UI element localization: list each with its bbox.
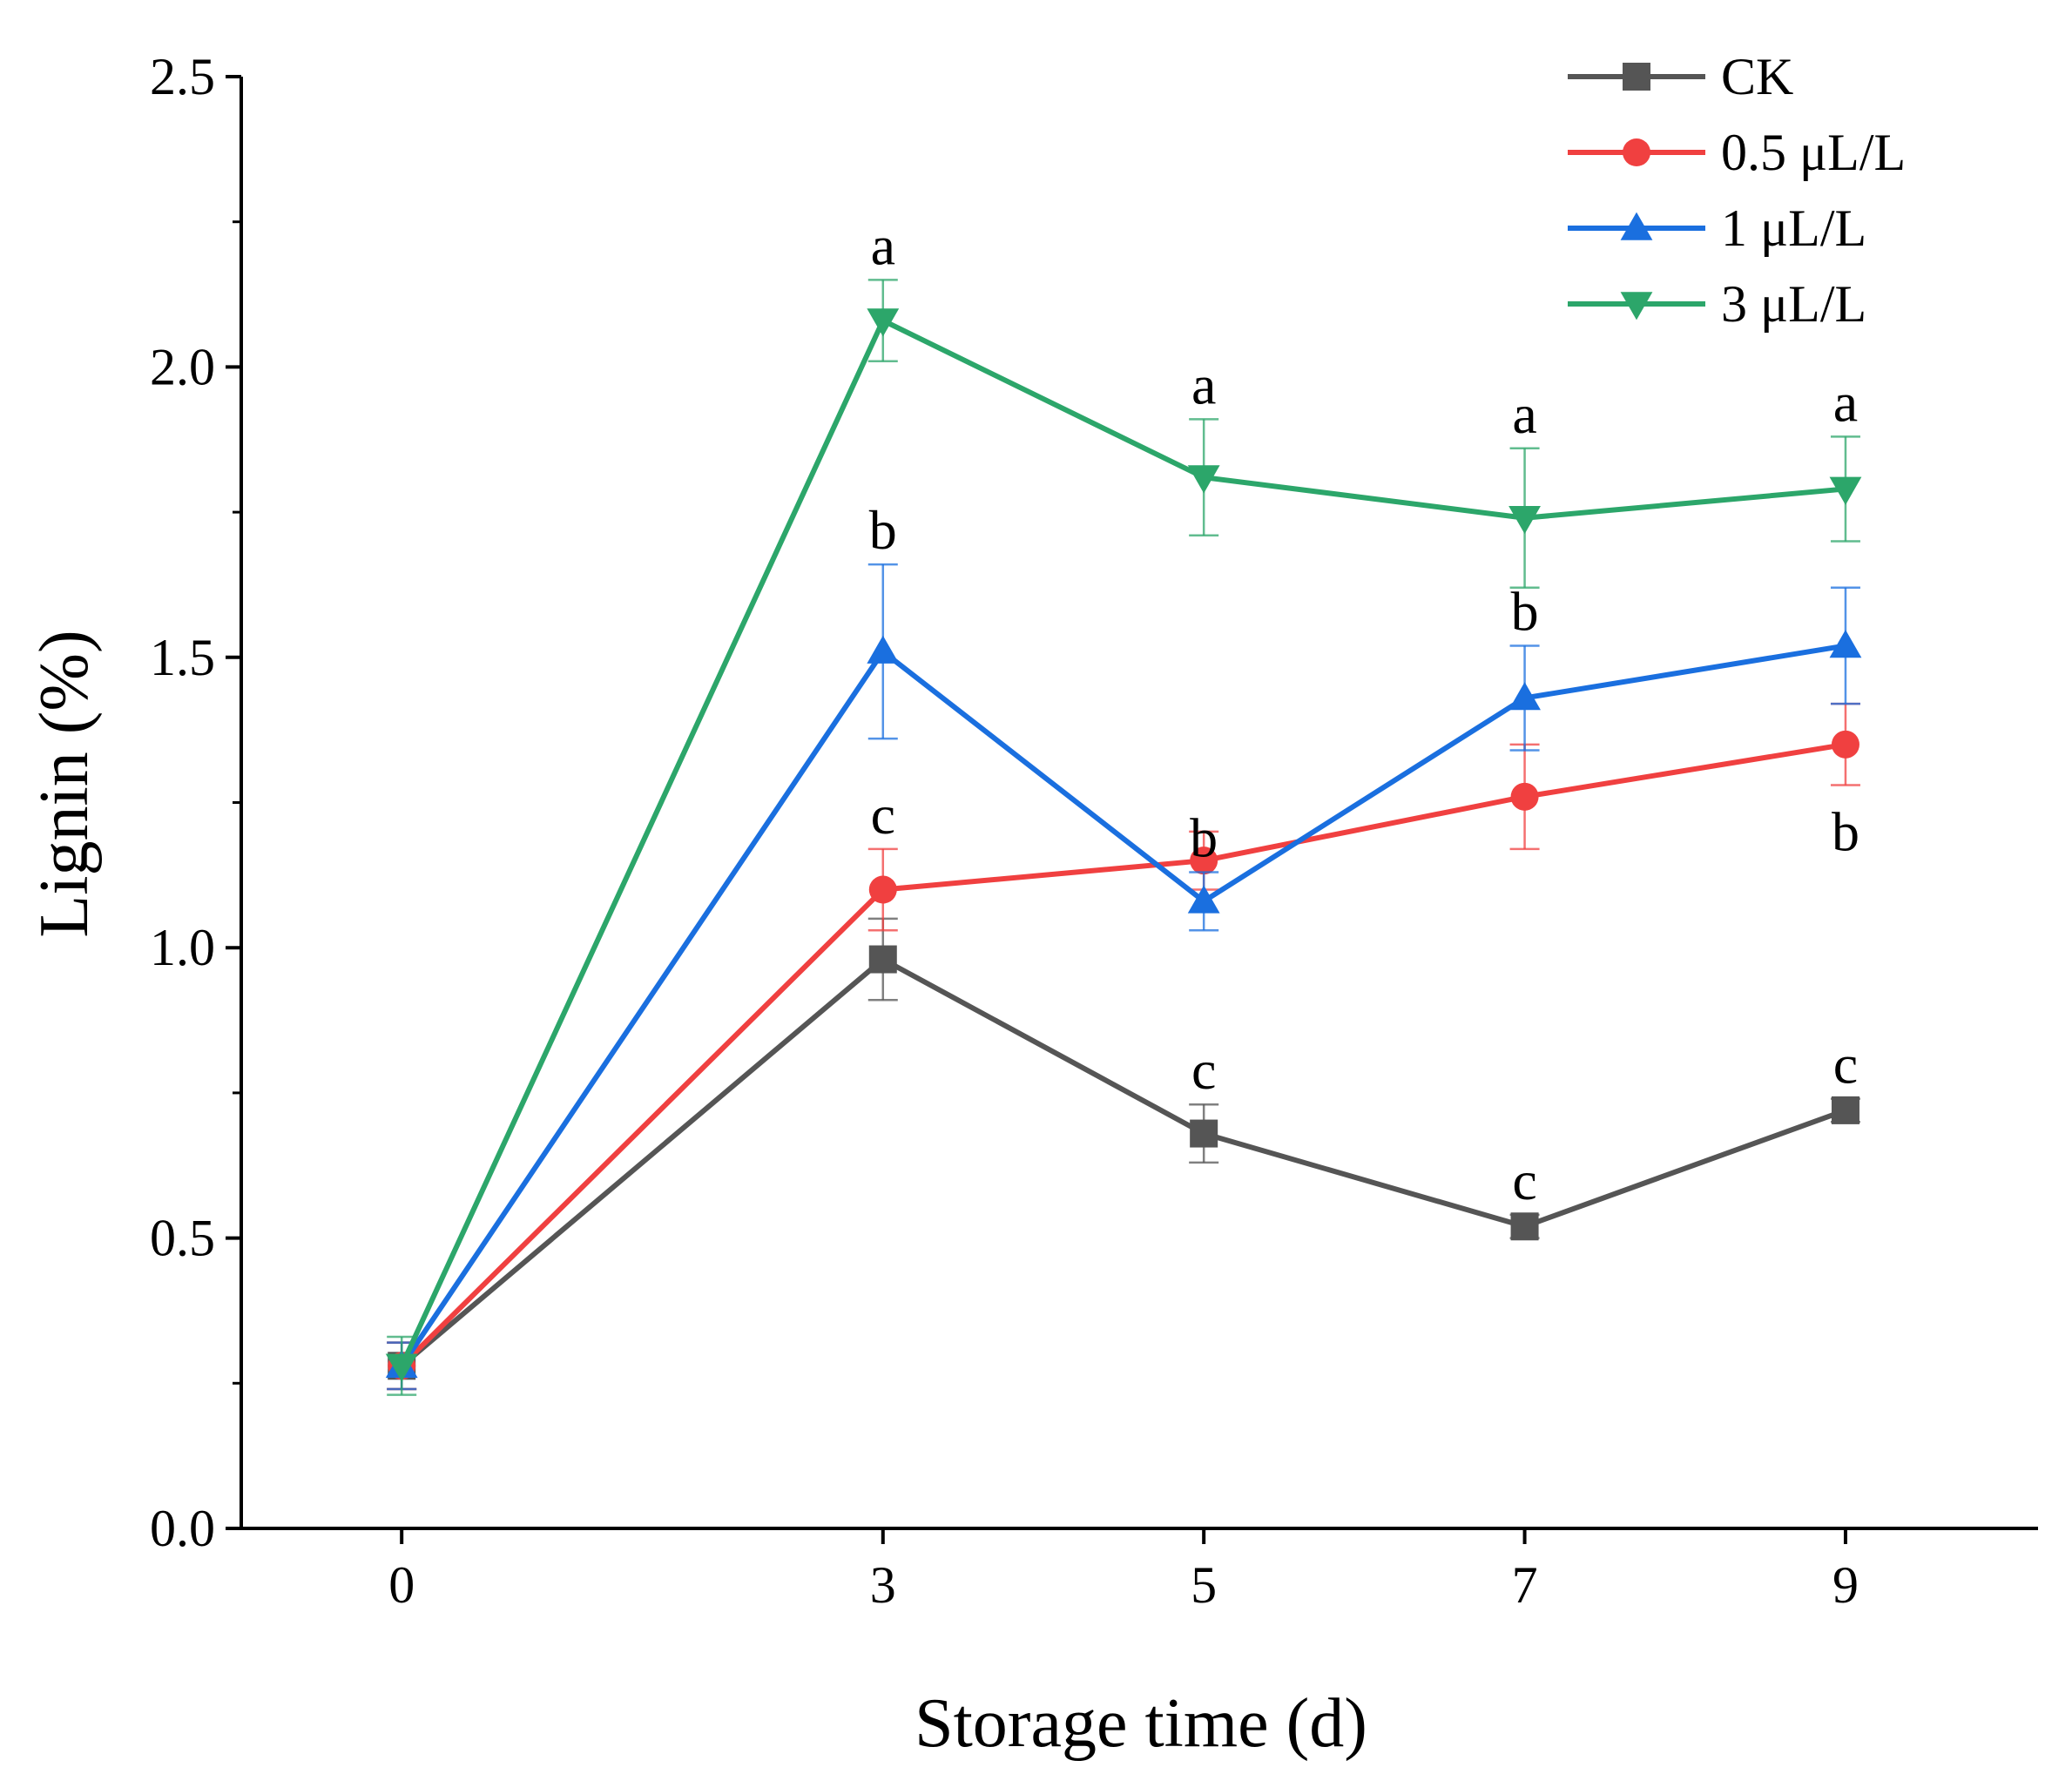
legend-marker	[1620, 292, 1653, 320]
legend-item: 1 μL/L	[1568, 199, 1866, 257]
data-point	[1508, 682, 1541, 711]
data-point	[1187, 465, 1220, 494]
data-point	[1829, 476, 1862, 505]
legend-label: 0.5 μL/L	[1721, 124, 1906, 181]
legend: CK 0.5 μL/L 1 μL/L 3 μL/L	[1568, 48, 1906, 333]
significance-label: b	[1511, 580, 1539, 642]
significance-labels: c c c c b b b b a a a a	[869, 214, 1859, 1211]
data-point	[1190, 847, 1218, 875]
data-point	[1831, 1096, 1859, 1124]
significance-label: a	[1512, 383, 1536, 445]
y-tick-label: 0.5	[150, 1210, 215, 1267]
series-1	[387, 702, 1860, 1391]
data-series	[385, 279, 1862, 1396]
significance-label: c	[871, 784, 895, 846]
x-tick-label: 9	[1832, 1556, 1859, 1614]
significance-label: c	[1191, 1039, 1216, 1101]
data-point	[1829, 630, 1862, 658]
data-point	[867, 635, 900, 664]
series-line	[400, 956, 1846, 1368]
legend-label: CK	[1721, 48, 1793, 105]
series-0	[387, 917, 1860, 1391]
legend-label: 1 μL/L	[1721, 199, 1866, 257]
x-tick-label: 3	[870, 1556, 896, 1614]
x-tick-label: 5	[1191, 1556, 1217, 1614]
significance-label: b	[1832, 800, 1859, 862]
significance-label: c	[1833, 1034, 1858, 1096]
data-point	[1508, 505, 1541, 535]
data-point	[1831, 730, 1859, 759]
significance-label: a	[871, 214, 895, 276]
legend-item: 0.5 μL/L	[1568, 124, 1906, 181]
legend-label: 3 μL/L	[1721, 275, 1866, 333]
significance-label: a	[1191, 354, 1216, 415]
legend-item: 3 μL/L	[1568, 275, 1866, 333]
data-point	[1510, 782, 1539, 811]
y-tick-label: 2.0	[150, 338, 215, 395]
y-tick-label: 0.0	[150, 1500, 215, 1557]
significance-label: b	[1190, 807, 1218, 869]
x-axis-title: Storage time (d)	[915, 1685, 1367, 1762]
series-line	[399, 643, 1846, 1367]
y-tick-label: 1.0	[150, 919, 215, 976]
significance-label: b	[869, 499, 897, 561]
data-point	[868, 875, 897, 904]
x-tick-label: 7	[1512, 1556, 1538, 1614]
legend-item: CK	[1568, 48, 1793, 105]
y-tick-label: 1.5	[150, 629, 215, 686]
data-point	[867, 308, 900, 337]
series-3	[385, 279, 1862, 1396]
data-point	[385, 1353, 418, 1382]
y-axis-title: Lignin (%)	[26, 630, 103, 937]
significance-label: c	[1512, 1150, 1536, 1211]
series-2	[385, 563, 1862, 1391]
x-tick-label: 0	[388, 1556, 415, 1614]
legend-marker	[1620, 212, 1653, 240]
y-tick-label: 2.5	[150, 48, 215, 105]
significance-label: a	[1833, 371, 1858, 433]
data-point	[868, 945, 897, 974]
data-point	[1510, 1212, 1539, 1241]
legend-marker	[1623, 63, 1650, 91]
ticks: 0.0 0.5 1.0 1.5 2.0 2.5 0 3 5 7 9	[150, 48, 1859, 1614]
legend-marker	[1623, 138, 1650, 166]
data-point	[1190, 1119, 1218, 1148]
series-line	[399, 318, 1846, 1367]
data-point	[1187, 885, 1220, 914]
